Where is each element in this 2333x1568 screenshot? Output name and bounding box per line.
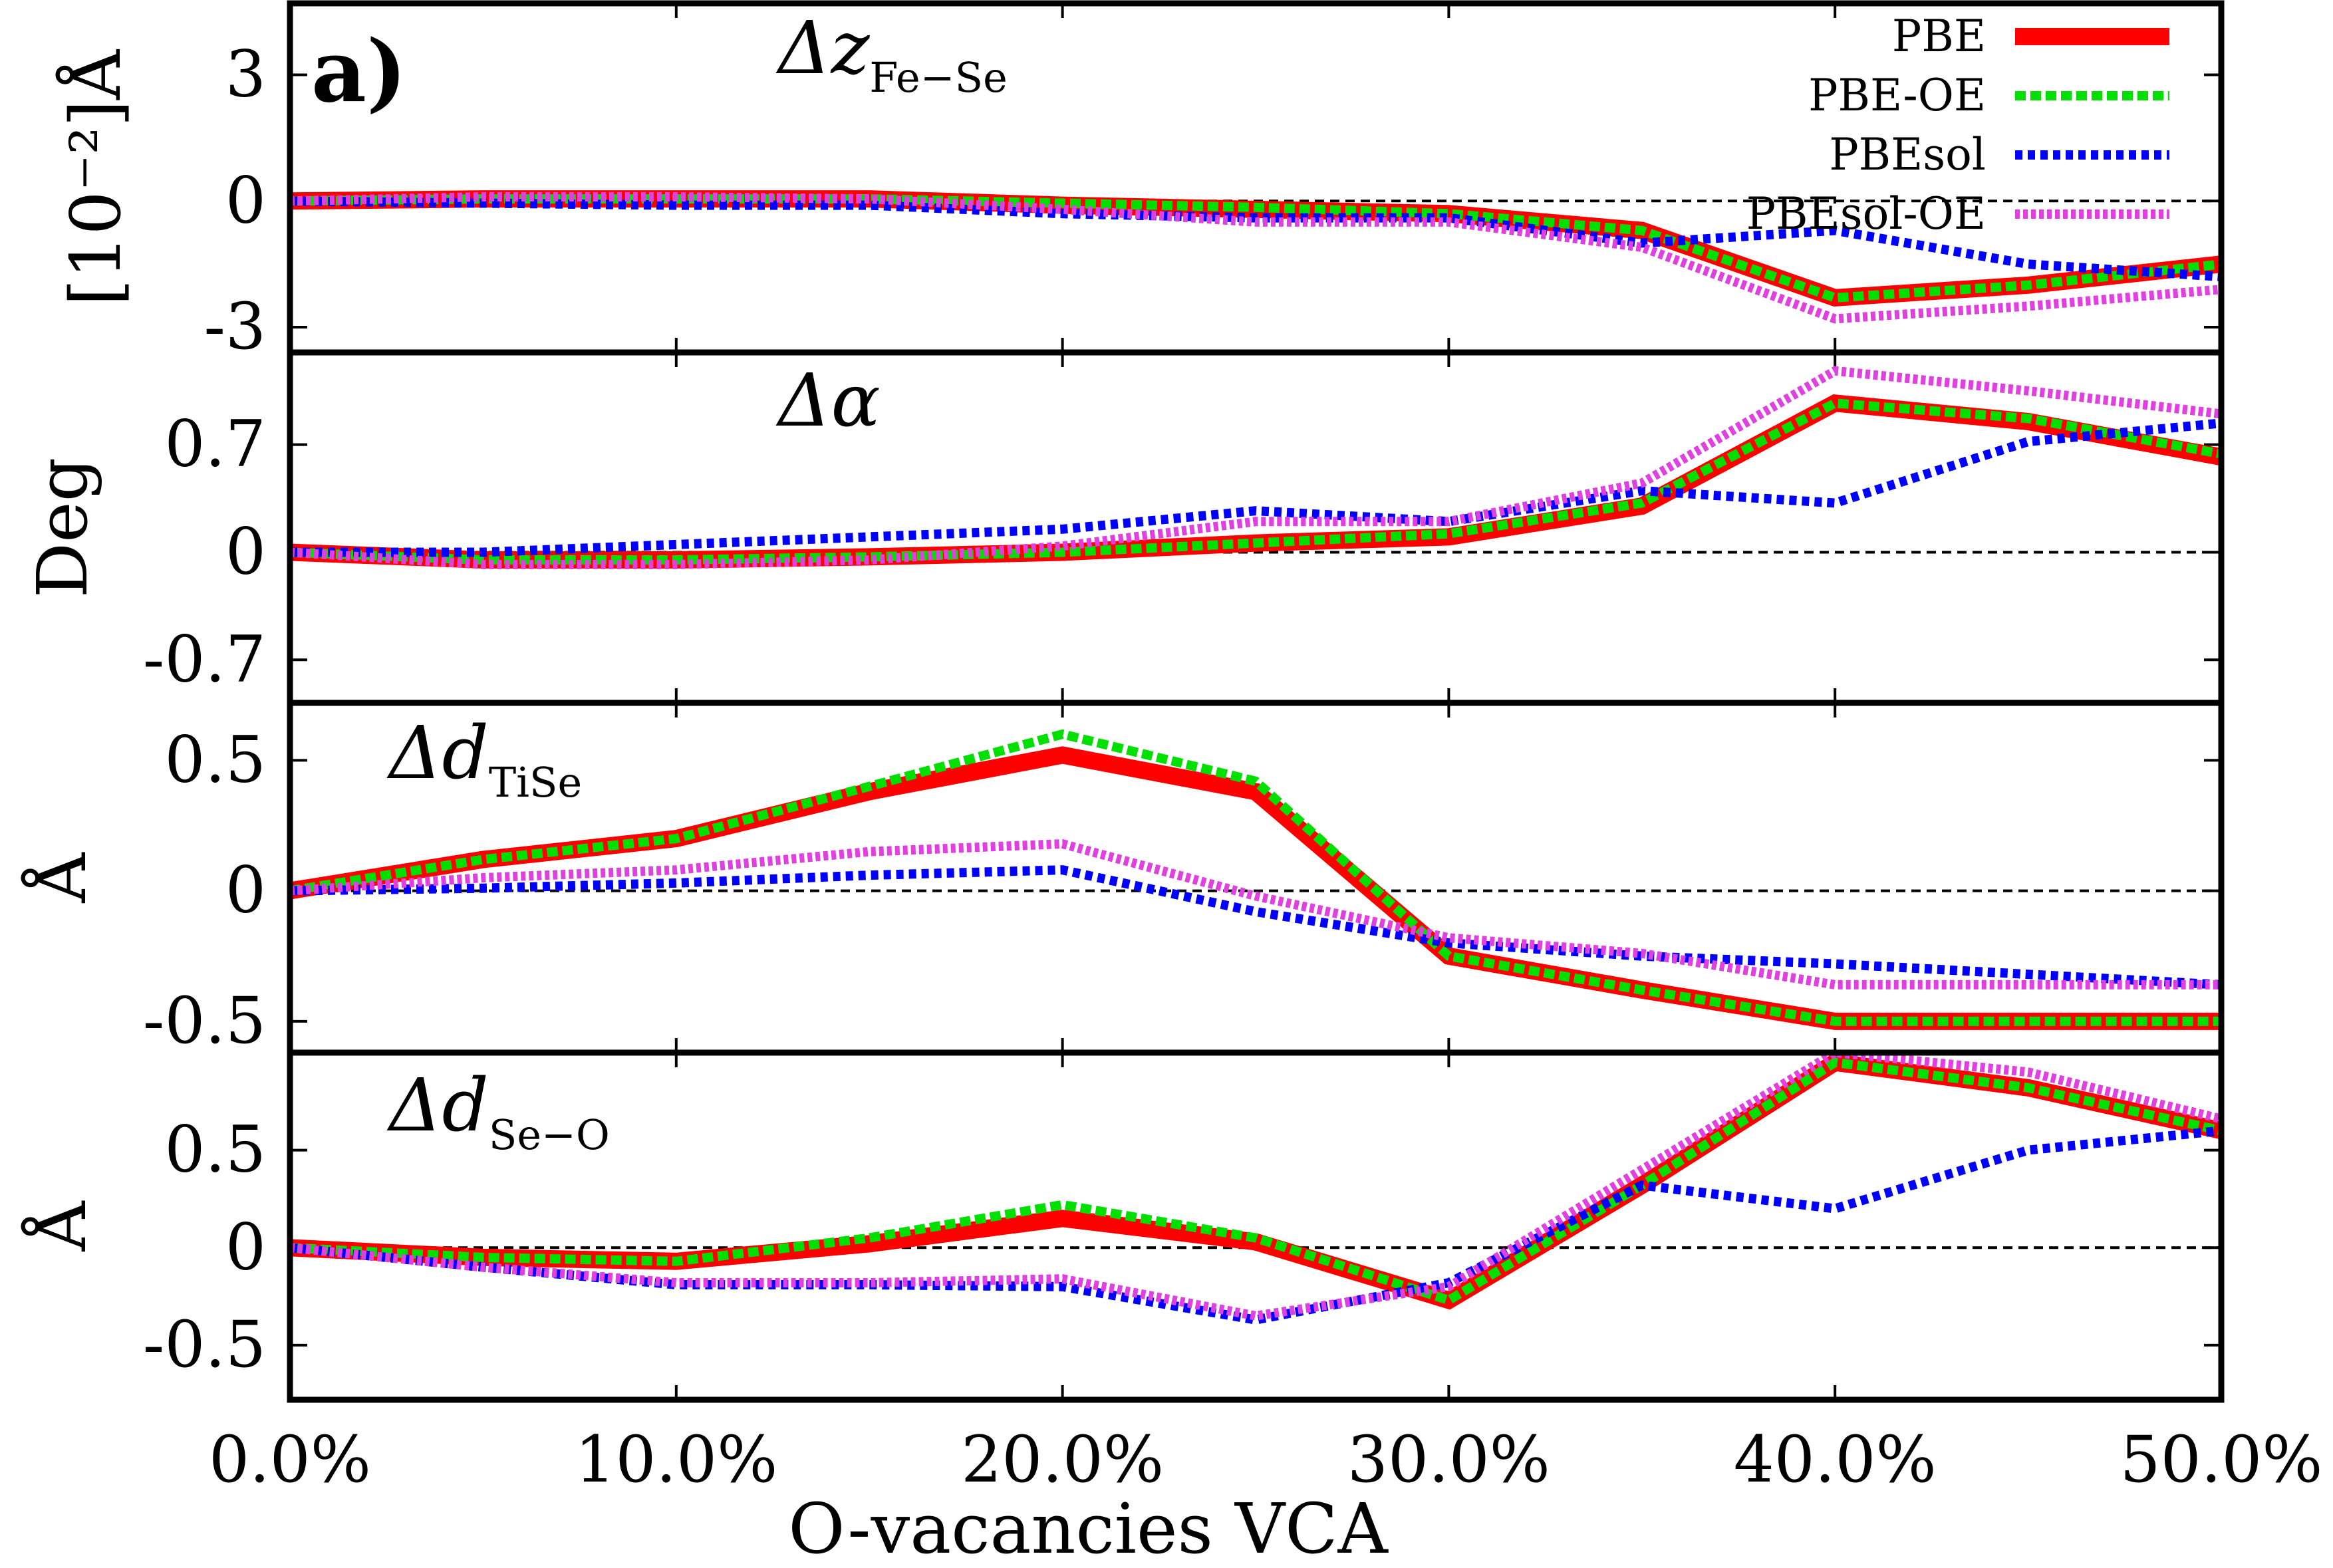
legend-label-pbesol-oe: PBEsol-OE <box>1746 188 1986 239</box>
panel-frame <box>287 1049 2225 1403</box>
y-tick-label: 0 <box>225 163 266 237</box>
y-tick-label: -0.7 <box>143 622 266 696</box>
series-group <box>290 729 2221 1030</box>
x-tick-label: 10.0% <box>575 1422 777 1497</box>
series-group <box>290 190 2221 324</box>
panel-title: Δα <box>775 358 881 443</box>
y-tick-label: -3 <box>204 289 266 364</box>
panel-title-subscript: Fe−Se <box>869 53 1007 102</box>
y-axis-label: Å <box>20 852 102 904</box>
panel-2: -0.7 0 0.7 Δα Deg <box>22 349 2225 706</box>
y-axis-label: Deg <box>22 457 103 598</box>
panel-title-main: Δz <box>775 5 870 90</box>
figure-label: a) <box>311 22 407 122</box>
panel-title-main: Δα <box>775 358 881 443</box>
panel-title: ΔzFe−Se <box>775 5 1008 102</box>
series-line-pbesol <box>290 865 2221 989</box>
panel-title-subscript: Se−O <box>489 1111 610 1159</box>
legend: PBE PBE-OE PBEsol PBEsol-OE <box>1746 11 2169 239</box>
series-group <box>290 366 2221 569</box>
legend-label-pbesol: PBEsol <box>1829 129 1986 180</box>
series-line-pbe-oe <box>290 729 2221 1026</box>
x-tick-label: 20.0% <box>961 1422 1164 1497</box>
series-line-pbe <box>290 394 2221 569</box>
x-tick-label: 0.0% <box>209 1422 371 1497</box>
series-line-pbesol <box>290 418 2221 557</box>
panel-4: -0.5 0 0.5 ΔdSe−O Å <box>20 1049 2225 1403</box>
y-axis-label: [10⁻²]Å <box>55 49 136 306</box>
x-axis-label: O-vacancies VCA <box>788 1488 1389 1568</box>
x-tick-labels: 0.0% 10.0% 20.0% 30.0% 40.0% 50.0% <box>209 1422 2322 1497</box>
y-tick-label: 0.7 <box>164 407 266 481</box>
y-tick-label: -0.5 <box>143 1307 266 1382</box>
panel-title: ΔdSe−O <box>386 1063 610 1159</box>
y-tick-label: 0.5 <box>164 722 266 797</box>
y-tick-label: 0 <box>225 514 266 588</box>
panel-title-main: Δd <box>386 710 489 795</box>
panel-title: ΔdTiSe <box>386 710 582 807</box>
y-tick-label: 0 <box>225 853 266 928</box>
series-line-pbesol-oe <box>290 192 2221 324</box>
panel-title-subscript: TiSe <box>489 758 582 807</box>
panel-1: -3 0 3 ΔzFe−Se [10⁻²]Å <box>55 0 2225 364</box>
x-tick-label: 50.0% <box>2120 1422 2323 1497</box>
series-line-pbesol <box>290 1126 2221 1325</box>
y-tick-label: 0.5 <box>164 1112 266 1187</box>
y-tick-label: -0.5 <box>143 983 266 1058</box>
y-tick-label: 0 <box>225 1210 266 1284</box>
legend-label-pbe: PBE <box>1892 11 1986 62</box>
series-line-pbe <box>290 1053 2221 1310</box>
panel-3: -0.5 0 0.5 ΔdTiSe Å <box>20 700 2225 1058</box>
panel-title-main: Δd <box>386 1063 489 1148</box>
legend-label-pbe-oe: PBE-OE <box>1808 70 1986 121</box>
y-axis-label: Å <box>20 1200 102 1252</box>
plot-area: -3 0 3 ΔzFe−Se [10⁻²]Å -0.7 0 0.7 Δα Deg -0.5 0 0.5 Δ… <box>20 0 2225 1403</box>
x-tick-label: 30.0% <box>1347 1422 1550 1497</box>
series-line-pbesol-oe <box>290 1053 2221 1321</box>
series-line-pbesol-oe <box>290 366 2221 569</box>
series-group <box>290 1053 2221 1325</box>
x-tick-label: 40.0% <box>1734 1422 1937 1497</box>
series-line-pbesol-oe <box>290 839 2221 989</box>
series-line-pbe-oe <box>290 1057 2221 1306</box>
y-tick-label: 3 <box>225 37 266 112</box>
